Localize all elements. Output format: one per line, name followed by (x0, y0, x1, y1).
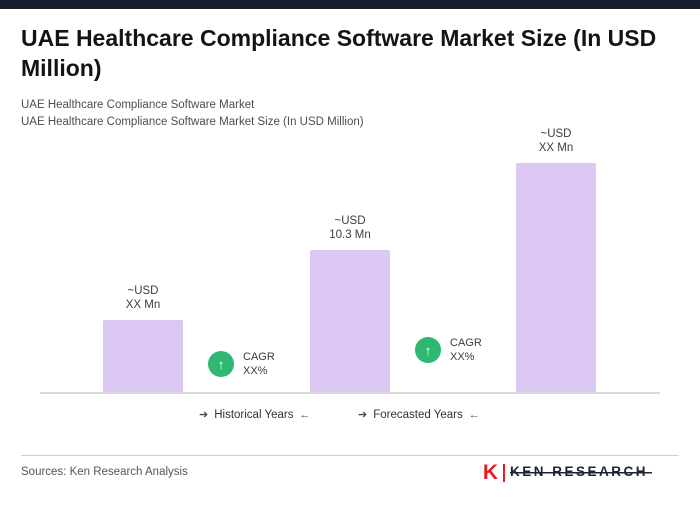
logo-k-icon: K (482, 461, 498, 484)
subtitle-line-2: UAE Healthcare Compliance Software Marke… (21, 116, 364, 129)
bar-value-label: ~USD 10.3 Mn (329, 214, 371, 243)
bar (103, 320, 183, 393)
section-label-historical-years: ➔ Historical Years ← (199, 408, 311, 422)
growth-up-arrow-icon: ↑ (415, 337, 441, 364)
logo-wordmark: KEN RESEARCH (509, 463, 652, 482)
bar-chart: ~USD XX Mn ~USD 10.3 Mn ~USD XX Mn ↑ CAG… (0, 128, 700, 395)
bar-label-line2: XX Mn (538, 141, 574, 154)
subtitle-line-1: UAE Healthcare Compliance Software Marke… (21, 98, 255, 111)
bar (516, 163, 596, 393)
cagr-badge-forecast: ↑ CAGR XX% (415, 336, 482, 364)
bar-value-label: ~USD XX Mn (126, 284, 161, 313)
section-label-text: Forecasted Years (373, 408, 463, 421)
bar-group-historical: ~USD XX Mn (103, 284, 183, 393)
arrow-left-icon: ← (468, 408, 480, 421)
bar-label-line2: 10.3 Mn (329, 228, 371, 241)
cagr-badge-historical: ↑ CAGR XX% (208, 350, 275, 378)
arrow-right-icon: ➔ (199, 409, 209, 422)
bar (310, 250, 390, 393)
arrow-left-icon: ← (299, 408, 311, 421)
subtitle: UAE Healthcare Compliance Software Marke… (21, 97, 679, 132)
page-title: UAE Healthcare Compliance Software Marke… (21, 25, 657, 81)
source-text: Sources: Ken Research Analysis (21, 466, 188, 478)
cagr-label: CAGR (450, 337, 482, 350)
axis-section-labels: ➔ Historical Years ← ➔ Forecasted Years … (0, 408, 700, 428)
footer-divider (21, 455, 679, 456)
section-label-forecasted-years: ➔ Forecasted Years ← (358, 408, 480, 422)
section-label-text: Historical Years (214, 408, 294, 421)
growth-up-arrow-icon: ↑ (208, 351, 234, 378)
bar-label-line1: ~USD (334, 214, 366, 227)
top-accent-bar (0, 0, 700, 9)
cagr-badge-label: CAGR XX% (450, 336, 482, 364)
logo-separator (502, 463, 505, 482)
cagr-value: XX% (450, 351, 475, 364)
cagr-label: CAGR (243, 351, 275, 364)
x-axis-line (40, 392, 660, 395)
bar-group-forecast: ~USD XX Mn (516, 127, 596, 393)
bar-group-base: ~USD 10.3 Mn (310, 214, 390, 393)
bar-label-line2: XX Mn (125, 298, 161, 311)
bar-label-line1: ~USD (540, 127, 572, 140)
cagr-value: XX% (243, 365, 268, 378)
bar-label-line1: ~USD (127, 284, 159, 297)
ken-research-logo: K KEN RESEARCH (483, 462, 652, 483)
arrow-right-icon: ➔ (358, 409, 368, 422)
cagr-badge-label: CAGR XX% (243, 350, 275, 378)
bar-value-label: ~USD XX Mn (539, 127, 574, 156)
